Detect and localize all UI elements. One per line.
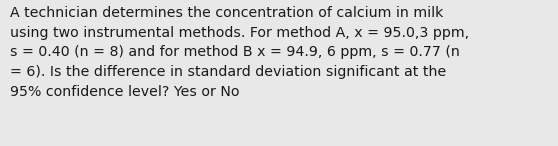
Text: A technician determines the concentration of calcium in milk
using two instrumen: A technician determines the concentratio… [10, 6, 469, 99]
